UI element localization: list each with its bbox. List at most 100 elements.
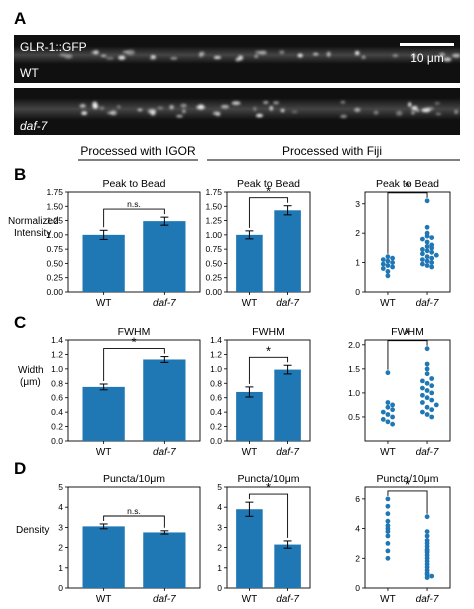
y-tick-label: 1.4 — [51, 335, 63, 345]
data-point — [429, 383, 435, 389]
bar — [143, 359, 186, 441]
y-tick-label: 2 — [217, 543, 222, 553]
fluorescent-punctum — [199, 51, 205, 57]
data-point — [433, 252, 439, 258]
y-tick-label: 0.00 — [46, 287, 63, 297]
y-tick-label: 4 — [217, 502, 222, 512]
chart-title: Peak to Bead — [102, 178, 165, 190]
chart-frame — [226, 191, 311, 293]
x-tick-label: WT — [242, 298, 258, 309]
bar — [82, 386, 125, 441]
y-tick-label: 1.0 — [51, 364, 63, 374]
chart-5: FWHM 0.0 0.2 0.4 0.6 0.8 1.0 1.2 1.4 WT daf-7 * — [210, 326, 311, 458]
data-point — [390, 255, 395, 261]
micrograph-wt-puncta — [59, 49, 461, 62]
y-tick-label: 1.25 — [46, 216, 63, 226]
charts-grid: Peak to Bead0.000.250.500.751.001.251.50… — [46, 178, 451, 605]
y-tick-label: 1.2 — [210, 349, 222, 359]
panel-letter-d: D — [14, 459, 26, 478]
fluorescent-punctum — [439, 52, 445, 57]
micrograph-wt-top-label: GLR-1::GFP — [20, 40, 87, 54]
data-point — [385, 400, 391, 405]
x-tick-label: WT — [96, 594, 112, 605]
micrograph-wt-axon — [14, 46, 460, 64]
y-tick-label: 1.50 — [46, 201, 63, 211]
data-point — [429, 407, 435, 413]
row-c-labels: C Width (μm) — [14, 313, 44, 388]
data-point — [420, 236, 425, 242]
y-tick-label: 0 — [217, 583, 222, 593]
data-point — [429, 245, 435, 251]
data-point — [424, 388, 430, 393]
micrograph-daf7-label: daf-7 — [20, 119, 49, 133]
fluorescent-punctum — [79, 104, 86, 108]
fluorescent-punctum — [238, 55, 244, 61]
fluorescent-punctum — [170, 57, 178, 60]
fluorescent-punctum — [434, 102, 440, 105]
y-tick-label: 0.2 — [210, 422, 222, 432]
micrograph-daf7-axon — [14, 98, 460, 120]
fluorescent-punctum — [411, 111, 415, 115]
fluorescent-punctum — [263, 101, 269, 104]
data-point — [385, 529, 391, 534]
data-point — [424, 248, 430, 254]
micrograph-daf7: daf-7 — [14, 88, 460, 135]
data-point — [385, 269, 391, 274]
significance-label: n.s. — [127, 199, 141, 209]
row-b-ylabel-line1: Normalized — [8, 216, 59, 227]
fluorescent-punctum — [182, 109, 186, 114]
x-tick-label: WT — [242, 447, 258, 458]
chart-frame — [364, 339, 451, 442]
scale-bar-label: 10 μm — [410, 51, 444, 65]
x-tick-label: WT — [380, 594, 396, 605]
significance-label: * — [405, 327, 410, 342]
row-c-ylabel-line1: Width — [18, 365, 44, 376]
data-point — [424, 244, 430, 249]
data-point — [429, 390, 435, 396]
x-tick-label: WT — [242, 594, 258, 605]
fluorescent-punctum — [157, 106, 164, 110]
significance-label: * — [266, 343, 271, 358]
fluorescent-punctum — [326, 51, 331, 57]
y-tick-label: 5 — [58, 482, 63, 492]
data-point — [380, 257, 386, 262]
fluorescent-punctum — [408, 102, 412, 107]
fluorescent-punctum — [137, 108, 143, 111]
bar — [274, 369, 301, 441]
data-point — [420, 247, 425, 252]
fluorescent-punctum — [413, 105, 418, 109]
chart-title: Peak to Bead — [376, 178, 439, 190]
significance-label: * — [405, 179, 410, 194]
significance-label: n.s. — [127, 506, 141, 516]
fluorescent-punctum — [126, 49, 135, 56]
y-tick-label: 3 — [58, 522, 63, 532]
fluorescent-punctum — [105, 56, 115, 60]
data-point — [424, 258, 430, 264]
y-tick-label: 1.0 — [348, 388, 360, 398]
y-tick-label: 2 — [355, 228, 360, 238]
y-tick-label: 5 — [217, 482, 222, 492]
x-tick-label: WT — [96, 298, 112, 309]
fluorescent-punctum — [354, 50, 360, 56]
x-tick-label: WT — [380, 447, 396, 458]
y-tick-label: 2.0 — [348, 340, 360, 350]
panel-letter-c: C — [14, 313, 26, 332]
y-tick-label: 0.2 — [51, 422, 63, 432]
chart-6: FWHM 0.5 1.0 1.5 2.0 WT daf-7 * — [348, 326, 451, 458]
chart-frame — [67, 191, 201, 293]
data-point — [424, 514, 430, 520]
data-point — [420, 392, 425, 398]
y-tick-label: 3 — [217, 522, 222, 532]
chart-2: Peak to Bead 0.00 0.25 0.50 0.75 1.00 1.25 1.50… — [205, 178, 311, 309]
x-tick-label: daf-7 — [276, 298, 299, 309]
fluorescent-punctum — [392, 54, 399, 57]
fluorescent-punctum — [169, 105, 174, 110]
data-point — [424, 533, 430, 539]
data-point — [380, 417, 386, 422]
fluorescent-punctum — [269, 105, 274, 111]
chart-title: Puncta/10μm — [237, 473, 299, 485]
data-point — [429, 414, 435, 420]
data-point — [385, 548, 391, 554]
chart-frame — [226, 339, 311, 442]
data-point — [433, 402, 439, 408]
